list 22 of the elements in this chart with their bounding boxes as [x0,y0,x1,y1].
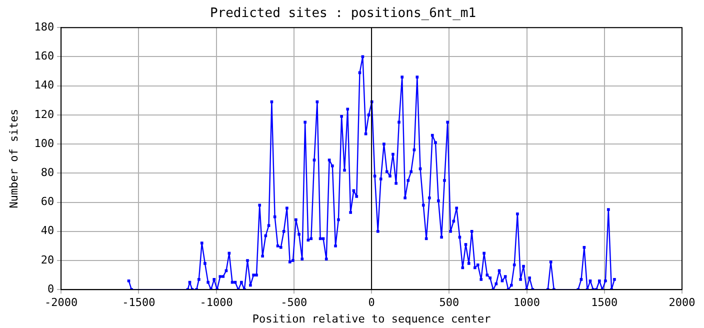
y-tick-label: 20 [40,253,54,266]
chart-title: Predicted sites : positions_6nt_m1 [210,6,476,22]
x-axis-title: Position relative to sequence center [252,312,492,326]
y-tick-label: 80 [40,166,54,180]
y-tick-label: 160 [34,50,54,63]
x-tick-label: 1500 [591,296,618,310]
x-tick-label: -1000 [200,296,233,310]
x-tick-label: 500 [439,296,460,310]
y-tick-label: 40 [40,224,54,238]
y-tick-label: 140 [34,78,54,92]
x-tick-label: 1000 [514,296,540,310]
y-tick-label: 0 [47,282,54,296]
x-tick-label: 2000 [668,296,696,310]
y-tick-label: 60 [40,195,54,208]
x-tick-label: -2000 [44,296,78,310]
x-tick-label: 0 [368,296,375,310]
y-axis-title: Number of sites [7,108,20,208]
x-tick-label: -500 [280,296,308,310]
y-tick-label: 100 [34,136,54,150]
y-tick-label: 120 [34,108,54,121]
x-tick-label: -1500 [122,296,156,310]
y-tick-label: 180 [34,20,54,34]
